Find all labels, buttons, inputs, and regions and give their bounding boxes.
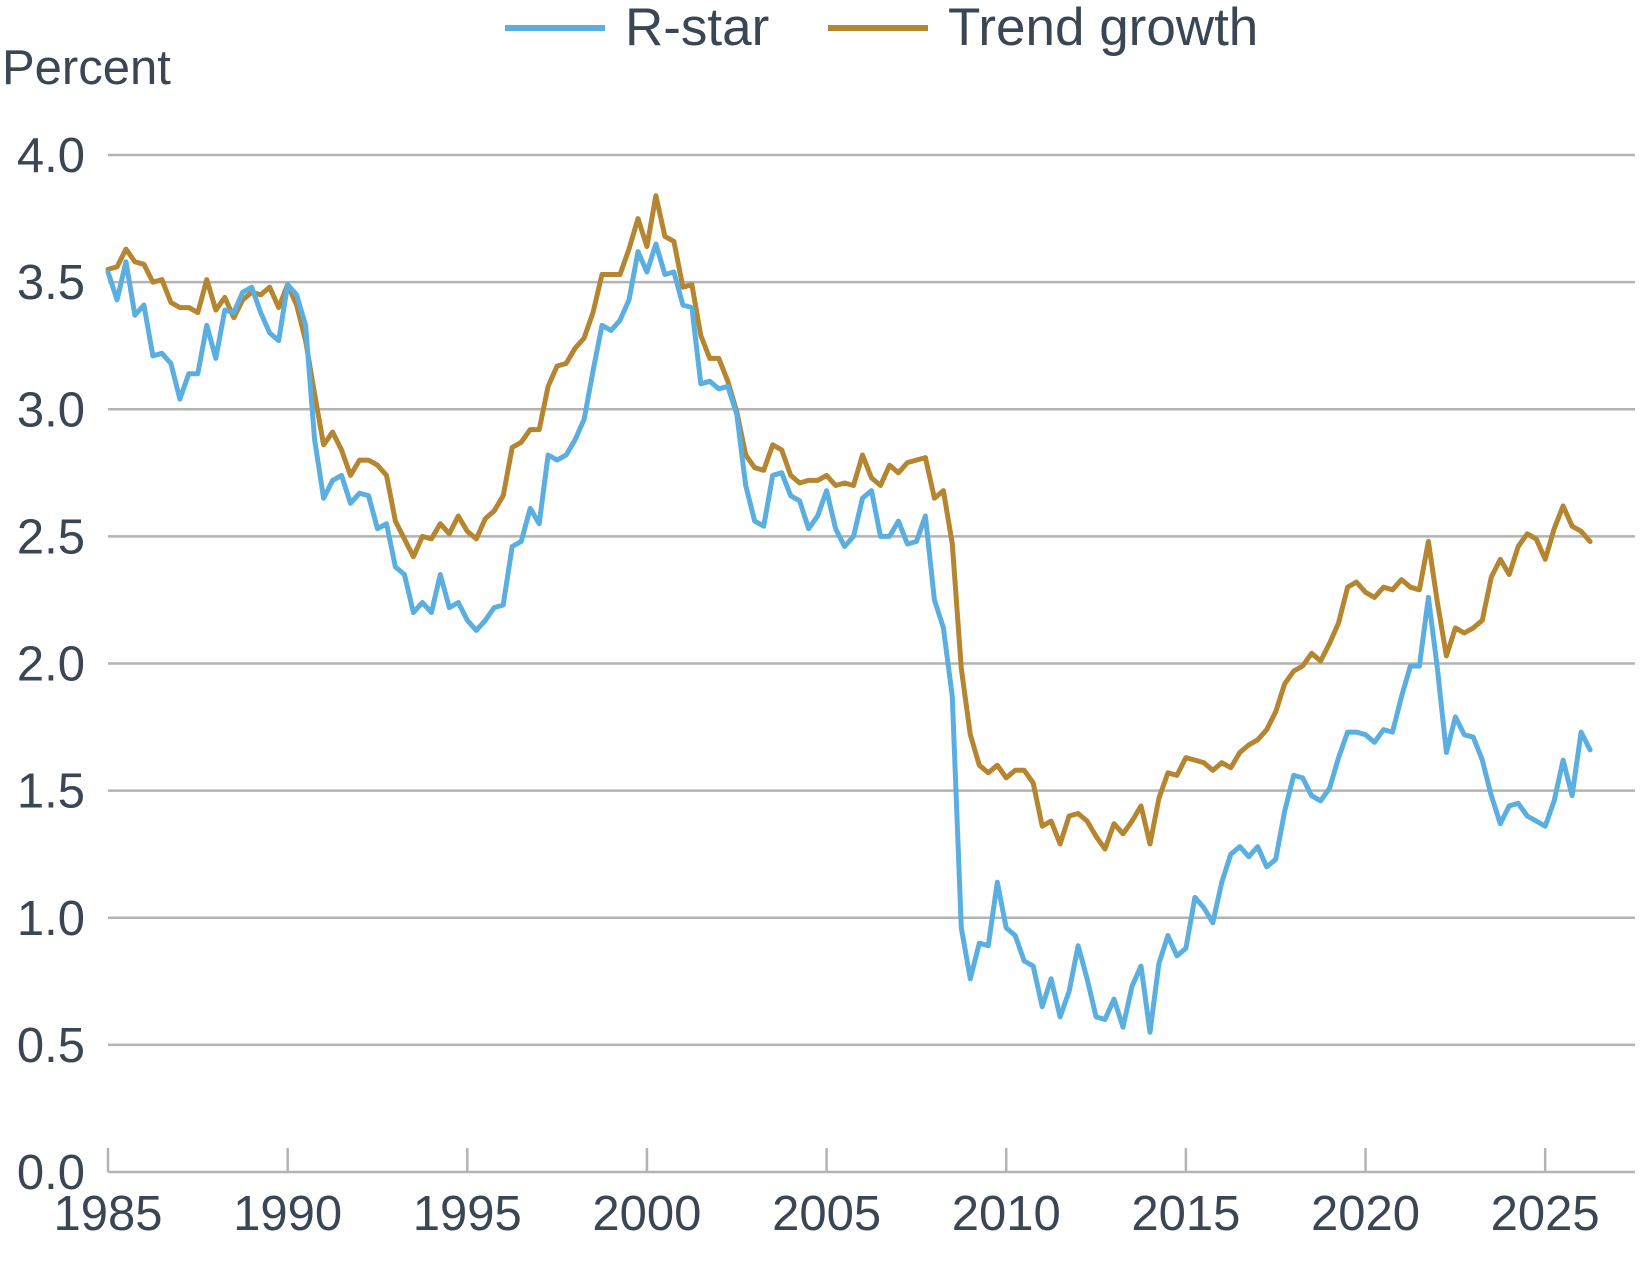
y-tick-label: 3.5 <box>17 256 85 310</box>
y-tick-label: 3.0 <box>17 383 85 437</box>
x-tick-label: 1995 <box>413 1187 522 1241</box>
y-tick-label: 2.0 <box>17 638 85 692</box>
x-tick-label: 2020 <box>1311 1187 1420 1241</box>
legend: R-star Trend growth <box>505 0 1258 57</box>
x-tick-label: 2025 <box>1491 1187 1600 1241</box>
y-tick-label: 1.0 <box>17 892 85 946</box>
y-axis-title: Percent <box>2 41 171 95</box>
x-tick-label: 2000 <box>592 1187 701 1241</box>
legend-label-trend-growth: Trend growth <box>948 0 1258 57</box>
y-tick-label: 0.0 <box>17 1146 85 1200</box>
grid <box>108 153 1635 1047</box>
x-tick-label: 2005 <box>772 1187 881 1241</box>
x-tick-label: 1990 <box>233 1187 342 1241</box>
y-tick-label: 2.5 <box>17 510 85 564</box>
series-line-trend-growth <box>105 193 1593 852</box>
legend-label-r-star: R-star <box>625 0 769 57</box>
y-axis: 0.0 0.5 1.0 1.5 2.0 2.5 3.0 3.5 4.0 <box>17 129 85 1200</box>
y-tick-label: 4.0 <box>17 129 85 183</box>
x-tick-label: 1985 <box>53 1187 162 1241</box>
series-line-r-star <box>105 241 1593 1035</box>
x-tick-label: 2010 <box>952 1187 1061 1241</box>
x-axis: 1985 1990 1995 2000 2005 2010 2015 2020 2025 <box>53 1148 1635 1241</box>
y-tick-label: 0.5 <box>17 1019 85 1073</box>
plot-area <box>105 193 1593 1035</box>
y-tick-label: 1.5 <box>17 765 85 819</box>
x-tick-label: 2015 <box>1131 1187 1240 1241</box>
